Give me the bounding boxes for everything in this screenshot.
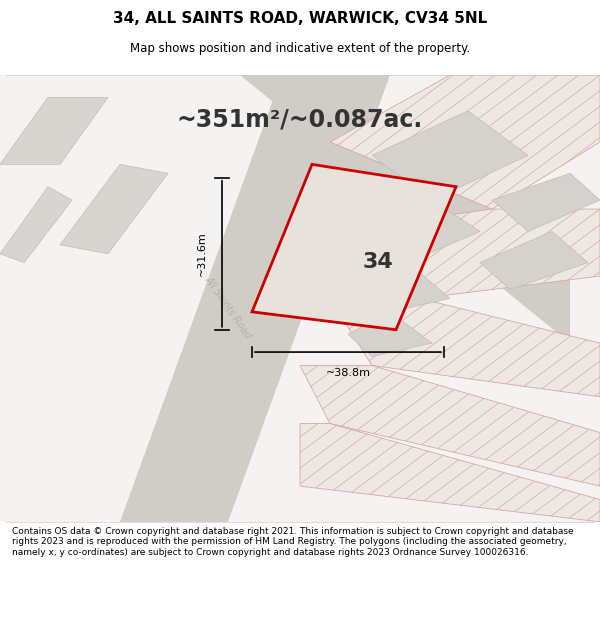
Text: Map shows position and indicative extent of the property.: Map shows position and indicative extent…	[130, 42, 470, 55]
Polygon shape	[240, 75, 570, 343]
Polygon shape	[330, 75, 600, 209]
Polygon shape	[330, 298, 600, 397]
Polygon shape	[60, 164, 168, 254]
Text: All Saints Road: All Saints Road	[203, 274, 253, 341]
Polygon shape	[120, 75, 390, 522]
Text: ~351m²/~0.087ac.: ~351m²/~0.087ac.	[177, 107, 423, 132]
Text: 34, ALL SAINTS ROAD, WARWICK, CV34 5NL: 34, ALL SAINTS ROAD, WARWICK, CV34 5NL	[113, 11, 487, 26]
Polygon shape	[492, 173, 600, 231]
Polygon shape	[372, 200, 480, 262]
Polygon shape	[300, 424, 600, 522]
Text: Contains OS data © Crown copyright and database right 2021. This information is : Contains OS data © Crown copyright and d…	[12, 527, 574, 557]
Polygon shape	[480, 231, 588, 289]
Polygon shape	[0, 98, 108, 164]
Polygon shape	[348, 312, 432, 356]
Polygon shape	[0, 187, 72, 262]
Text: ~31.6m: ~31.6m	[197, 231, 207, 276]
Text: 34: 34	[362, 252, 394, 272]
Polygon shape	[252, 164, 456, 330]
Text: ~38.8m: ~38.8m	[325, 368, 371, 378]
Text: Dickens Road: Dickens Road	[357, 184, 423, 216]
Polygon shape	[348, 262, 450, 312]
Polygon shape	[0, 75, 600, 522]
Polygon shape	[372, 111, 528, 200]
Polygon shape	[330, 209, 600, 298]
Polygon shape	[300, 366, 600, 486]
